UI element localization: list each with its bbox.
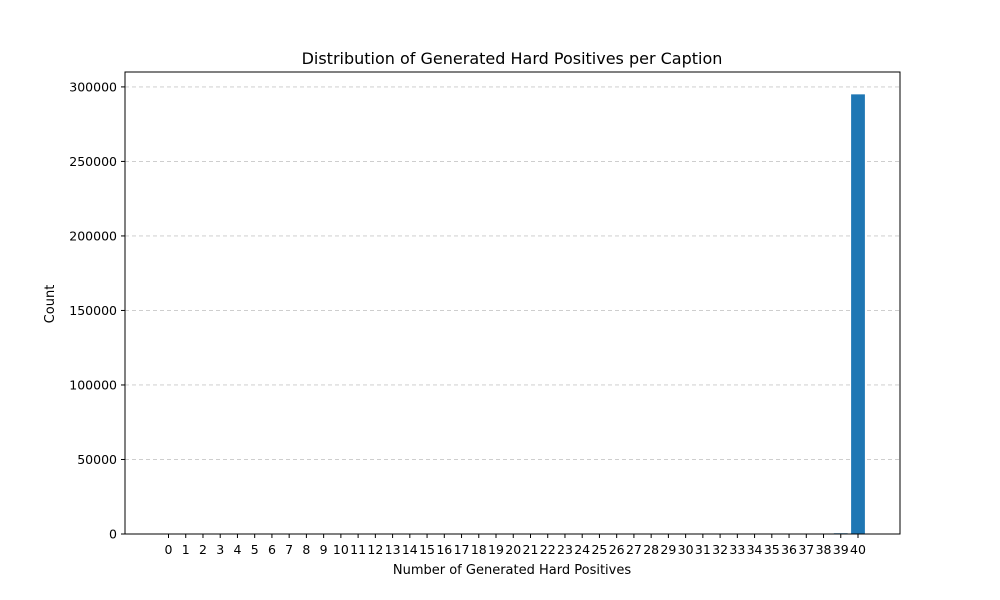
x-tick-label: 26 — [609, 542, 625, 557]
x-axis-label: Number of Generated Hard Positives — [393, 563, 631, 578]
x-tick-label: 34 — [747, 542, 763, 557]
x-tick-label: 16 — [436, 542, 452, 557]
x-tick-label: 20 — [505, 542, 521, 557]
y-tick-label: 100000 — [69, 377, 117, 392]
x-tick-label: 6 — [268, 542, 276, 557]
x-tick-label: 13 — [385, 542, 401, 557]
chart-title: Distribution of Generated Hard Positives… — [302, 49, 723, 68]
x-tick-label: 4 — [233, 542, 241, 557]
plot-frame — [124, 71, 901, 535]
y-axis-ticks: 0 50000 100000 150000 200000 250000 300000 — [69, 79, 125, 542]
x-tick-label: 17 — [454, 542, 470, 557]
x-tick-label: 9 — [320, 542, 328, 557]
y-tick-label: 150000 — [69, 303, 117, 318]
x-tick-label: 12 — [367, 542, 383, 557]
bars — [833, 94, 865, 535]
x-tick-label: 30 — [678, 542, 694, 557]
x-tick-label: 18 — [471, 542, 487, 557]
x-tick-label: 11 — [350, 542, 366, 557]
x-tick-label: 21 — [523, 542, 539, 557]
x-tick-label: 29 — [660, 542, 676, 557]
x-tick-label: 27 — [626, 542, 642, 557]
bar — [851, 94, 865, 535]
x-tick-label: 1 — [182, 542, 190, 557]
y-tick-label: 0 — [109, 527, 117, 542]
y-tick-label: 300000 — [69, 79, 117, 94]
x-tick-label: 7 — [285, 542, 293, 557]
x-tick-label: 35 — [764, 542, 780, 557]
x-tick-label: 37 — [798, 542, 814, 557]
x-tick-label: 28 — [643, 542, 659, 557]
grid-lines — [125, 86, 900, 460]
x-tick-label: 32 — [712, 542, 728, 557]
x-tick-label: 38 — [816, 542, 832, 557]
x-tick-label: 36 — [781, 542, 797, 557]
x-tick-label: 10 — [333, 542, 349, 557]
y-tick-label: 250000 — [69, 154, 117, 169]
x-tick-label: 23 — [557, 542, 573, 557]
x-tick-label: 22 — [540, 542, 556, 557]
x-axis-ticks: 0 1 2 3 4 5 6 7 8 9 10 11 12 13 14 15 16 17 18 19 20 21 22 23 24… — [165, 534, 866, 557]
x-tick-label: 33 — [729, 542, 745, 557]
x-tick-label: 19 — [488, 542, 504, 557]
x-tick-label: 40 — [850, 542, 866, 557]
y-tick-label: 50000 — [77, 452, 117, 467]
x-tick-label: 24 — [574, 542, 590, 557]
x-tick-label: 14 — [402, 542, 418, 557]
x-tick-label: 39 — [833, 542, 849, 557]
y-tick-label: 200000 — [69, 228, 117, 243]
x-tick-label: 15 — [419, 542, 435, 557]
x-tick-label: 8 — [302, 542, 310, 557]
x-tick-label: 3 — [216, 542, 224, 557]
x-tick-label: 2 — [199, 542, 207, 557]
x-tick-label: 25 — [591, 542, 607, 557]
x-tick-label: 5 — [251, 542, 259, 557]
x-tick-label: 0 — [165, 542, 173, 557]
y-axis-label: Count — [43, 285, 58, 324]
x-tick-label: 31 — [695, 542, 711, 557]
